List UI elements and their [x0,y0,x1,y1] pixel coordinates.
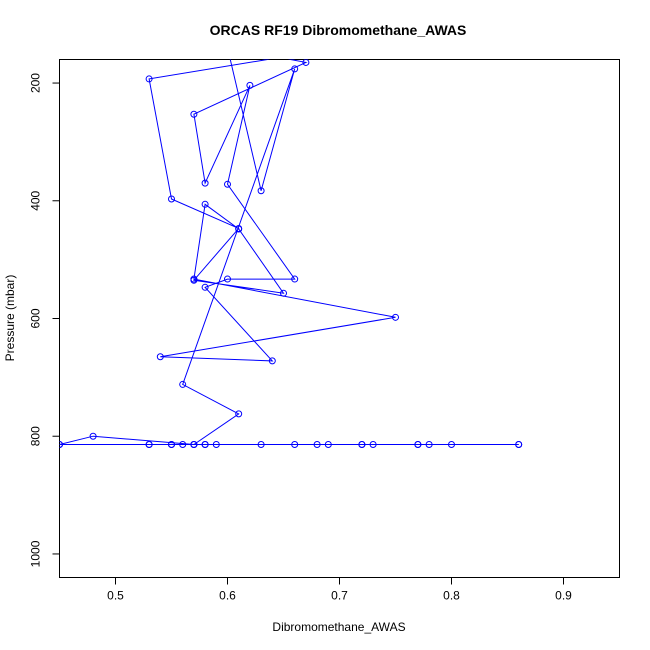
plot-box [59,59,620,578]
ground-data-point [324,440,332,448]
data-point [337,45,343,51]
data-point [190,110,198,118]
y-axis-label: Pressure (mbar) [3,275,17,362]
y-tick-label: 600 [29,308,43,328]
y-axis: 200 400 600 800 1000 [29,73,60,567]
ground-data-point [201,440,209,448]
ground-data-point [257,440,265,448]
ground-data-point [168,440,175,448]
ground-data-point [448,440,455,448]
data-point [201,200,209,208]
series-group [59,45,523,448]
data-point [168,195,175,203]
y-tick-label: 400 [29,190,43,210]
ground-data-point [190,440,198,448]
data-point [235,410,243,418]
data-point [145,75,153,83]
data-point [201,283,209,291]
ground-data-point [145,440,153,448]
data-point [225,45,231,51]
data-point [246,81,254,89]
x-axis: 0.5 0.6 0.7 0.8 0.9 [107,577,572,603]
data-point [89,432,97,440]
x-axis-label: Dibromomethane_AWAS [272,620,405,634]
data-point [392,313,399,321]
data-point [190,275,198,283]
data-point [291,65,299,73]
data-point [224,180,231,188]
data-point [235,225,243,233]
x-tick-label: 0.8 [443,589,460,603]
data-point [156,353,164,361]
y-tick-label: 200 [29,73,43,93]
ground-data-point [59,440,63,448]
ground-data-point [212,440,220,448]
ground-data-point [179,440,187,448]
y-tick-label: 1000 [29,540,43,567]
ground-data-point [414,440,422,448]
data-point [201,179,209,187]
data-point [179,380,187,388]
x-tick-label: 0.7 [331,589,348,603]
x-tick-label: 0.5 [107,589,124,603]
data-point [302,59,310,66]
data-point [257,187,265,195]
data-point [224,275,231,283]
ground-data-point [358,440,366,448]
ground-data-point [291,440,299,448]
y-tick-label: 800 [29,426,43,446]
x-tick-label: 0.9 [555,589,572,603]
chart-title: ORCAS RF19 Dibromomethane_AWAS [210,22,467,38]
plot-area [59,45,523,448]
series-line [59,59,519,446]
data-point [280,289,287,297]
ground-data-point [313,440,321,448]
data-point [291,275,299,283]
x-tick-label: 0.6 [219,589,236,603]
ground-data-point [515,440,523,448]
ground-data-point [369,440,377,448]
data-point [268,357,276,365]
ground-data-point [425,440,433,448]
